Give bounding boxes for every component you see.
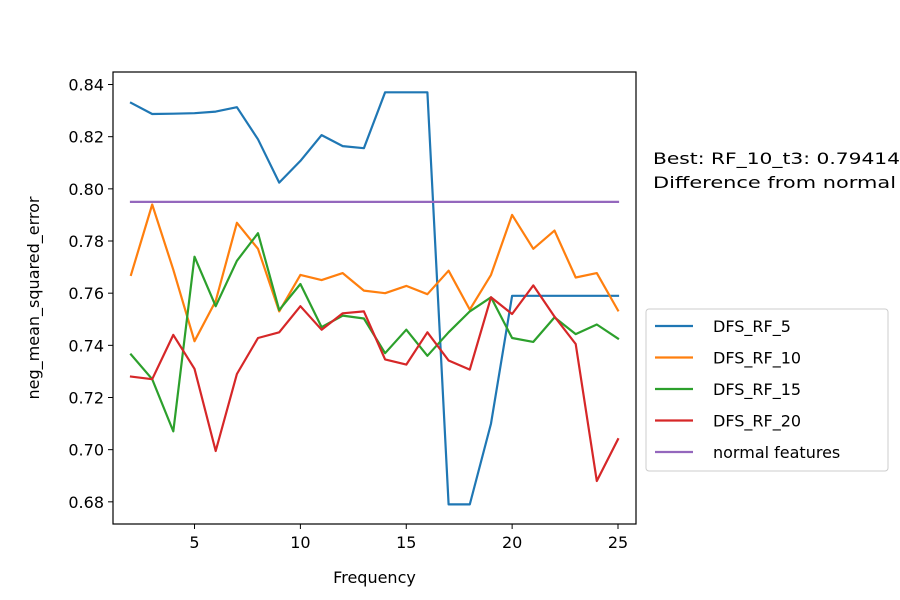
series-line-2 (129, 203, 620, 343)
x-tick-label: 5 (189, 533, 199, 552)
y-tick-label: 0.84 (68, 76, 104, 95)
annotation-difference: Difference from normal (653, 173, 896, 192)
legend-label: DFS_RF_5 (713, 317, 791, 337)
series-line-4 (129, 284, 620, 483)
plot-frame (112, 71, 637, 525)
y-tick-label: 0.68 (68, 493, 104, 512)
legend: DFS_RF_5 DFS_RF_10 DFS_RF_15 DFS_RF_20norma… (645, 308, 889, 472)
annotation-best: Best: RF_10_t3: 0.79414 (653, 149, 900, 169)
y-tick-label: 0.82 (68, 128, 104, 147)
x-tick-label: 15 (396, 533, 416, 552)
legend-label: DFS_RF_10 (713, 349, 801, 369)
y-tick-label: 0.74 (68, 336, 104, 355)
y-axis-label: neg_mean_squared_error (24, 196, 44, 399)
x-tick-label: 20 (502, 533, 522, 552)
y-tick-label: 0.76 (68, 284, 104, 303)
y-tick-label: 0.70 (68, 441, 104, 460)
x-axis-label: Frequency (333, 568, 416, 587)
legend-label: DFS_RF_15 (713, 380, 801, 400)
legend-label: DFS_RF_20 (713, 412, 801, 432)
legend-label: normal features (713, 443, 840, 462)
x-tick-label: 25 (608, 533, 628, 552)
y-tick-label: 0.72 (68, 389, 104, 408)
legend-box (645, 308, 889, 472)
y-axis: 0.68 0.70 0.72 0.74 0.76 0.78 0.80 0.82 0.84 (68, 76, 113, 512)
x-axis: 5 10 15 20 25 (189, 524, 628, 552)
x-tick-label: 10 (290, 533, 310, 552)
series-line-1 (129, 91, 620, 506)
y-tick-label: 0.80 (68, 180, 104, 199)
y-tick-label: 0.78 (68, 232, 104, 251)
series-layer (129, 91, 620, 506)
